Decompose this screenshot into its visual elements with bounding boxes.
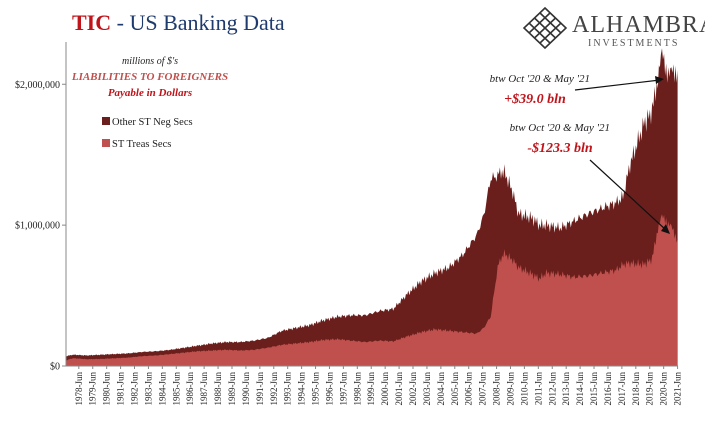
x-tick-label: 1982-Jun xyxy=(130,372,140,406)
x-tick-label: 1994-Jun xyxy=(297,372,307,406)
x-tick-label: 1988-Jun xyxy=(213,372,223,406)
annotation-subtitle: Payable in Dollars xyxy=(108,87,192,99)
x-tick-label: 1998-Jun xyxy=(352,372,362,406)
page-title: TIC - US Banking Data xyxy=(72,10,285,36)
x-tick-label: 1986-Jun xyxy=(185,372,195,406)
x-tick-label: 2014-Jun xyxy=(575,372,585,406)
x-tick-label: 1991-Jun xyxy=(255,372,265,406)
x-tick-label: 2012-Jun xyxy=(547,372,557,406)
annotation-2-arrow xyxy=(589,159,667,231)
x-tick-label: 2001-Jun xyxy=(394,372,404,406)
x-tick-label: 2000-Jun xyxy=(380,372,390,406)
y-tick-label: $2,000,000 xyxy=(15,80,60,91)
x-tick-label: 2011-Jun xyxy=(533,372,543,406)
x-tick-label: 2016-Jun xyxy=(603,372,613,406)
annotation-title: LIABILITIES TO FOREIGNERS xyxy=(71,71,228,83)
x-tick-label: 1995-Jun xyxy=(311,372,321,406)
x-tick-label: 1980-Jun xyxy=(102,372,112,406)
x-tick-label: 1983-Jun xyxy=(143,372,153,406)
annotation-1-value: +$39.0 bln xyxy=(504,92,566,107)
x-tick-label: 1984-Jun xyxy=(157,372,167,406)
annotation-1-arrow xyxy=(574,79,661,91)
brand-name: ALHAMBRA xyxy=(572,12,705,38)
plot-areas xyxy=(66,48,678,367)
x-tick-label: 1987-Jun xyxy=(199,372,209,406)
x-tick-label: 1979-Jun xyxy=(88,372,98,406)
x-tick-label: 2003-Jun xyxy=(422,372,432,406)
x-tick-label: 1996-Jun xyxy=(324,372,334,406)
x-tick-label: 2021-Jun xyxy=(673,372,683,406)
x-tick-labels: 1978-Jun 1979-Jun 1980-Jun 1981-Jun 1982-Jun… xyxy=(74,366,683,406)
title-red: TIC xyxy=(72,10,112,35)
x-tick-label: 2002-Jun xyxy=(408,372,418,406)
diamond-lattice-icon xyxy=(522,6,568,50)
brand-sub: INVESTMENTS xyxy=(588,38,680,49)
x-tick-label: 1989-Jun xyxy=(227,372,237,406)
x-tick-label: 2018-Jun xyxy=(631,372,641,406)
x-tick-label: 1978-Jun xyxy=(74,372,84,406)
brand-logo: ALHAMBRA INVESTMENTS xyxy=(522,6,705,50)
axes xyxy=(65,42,678,367)
annotation-2-arrowhead xyxy=(661,224,670,234)
annotation-1-arrowhead xyxy=(655,76,664,84)
x-tick-label: 2010-Jun xyxy=(519,372,529,406)
x-tick-label: 2013-Jun xyxy=(561,372,571,406)
x-tick-label: 2019-Jun xyxy=(645,372,655,406)
x-tick-label: 2009-Jun xyxy=(505,372,515,406)
x-tick-label: 2020-Jun xyxy=(659,372,669,406)
x-tick-label: 2008-Jun xyxy=(492,372,502,406)
annotation-1-pre: btw Oct '20 & May '21 xyxy=(490,73,590,85)
legend-label-treas: ST Treas Secs xyxy=(112,139,171,150)
area-series-st-treas-secs xyxy=(66,214,678,366)
y-tick-label: $1,000,000 xyxy=(15,221,60,232)
x-tick-label: 2007-Jun xyxy=(478,372,488,406)
x-tick-label: 2017-Jun xyxy=(617,372,627,406)
x-tick-label: 2006-Jun xyxy=(464,372,474,406)
annotation-2-pre: btw Oct '20 & May '21 xyxy=(510,122,610,134)
y-tick-label: $0 xyxy=(50,362,60,373)
legend-swatch-other xyxy=(102,117,110,125)
x-tick-label: 2005-Jun xyxy=(450,372,460,406)
x-tick-label: 1985-Jun xyxy=(171,372,181,406)
x-tick-label: 1993-Jun xyxy=(283,372,293,406)
y-tick-labels: $0 $1,000,000 $2,000,000 xyxy=(15,80,66,373)
x-tick-label: 2004-Jun xyxy=(436,372,446,406)
legend-label-other: Other ST Neg Secs xyxy=(112,117,193,128)
legend-swatch-treas xyxy=(102,139,110,147)
x-tick-label: 1981-Jun xyxy=(116,372,126,406)
x-tick-label: 1997-Jun xyxy=(338,372,348,406)
units-label: millions of $'s xyxy=(122,56,178,67)
title-rest: - US Banking Data xyxy=(111,10,285,35)
x-tick-label: 2015-Jun xyxy=(589,372,599,406)
annotation-2-value: -$123.3 bln xyxy=(527,141,593,156)
x-tick-label: 1992-Jun xyxy=(269,372,279,406)
x-tick-label: 1990-Jun xyxy=(241,372,251,406)
x-tick-label: 1999-Jun xyxy=(366,372,376,406)
